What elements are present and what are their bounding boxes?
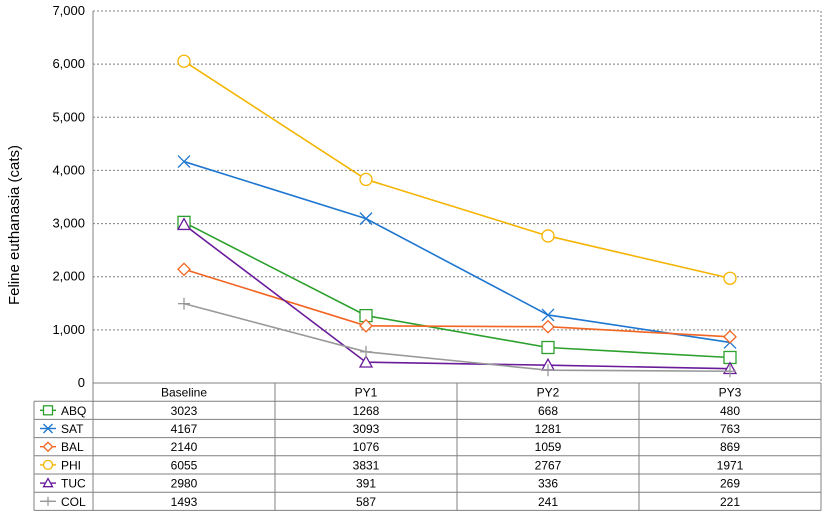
data-label-col: 221 bbox=[720, 495, 740, 509]
data-label-abq: 1268 bbox=[353, 404, 380, 418]
data-point-sat bbox=[541, 308, 555, 322]
x-tick-label: Baseline bbox=[161, 386, 207, 400]
data-label-abq: 480 bbox=[720, 404, 740, 418]
data-point-tuc bbox=[176, 217, 192, 231]
data-point-col bbox=[542, 364, 554, 377]
data-label-tuc: 269 bbox=[720, 477, 740, 491]
y-tick-label: 1,000 bbox=[52, 322, 85, 337]
data-label-abq: 3023 bbox=[171, 404, 198, 418]
series-lines bbox=[176, 54, 738, 378]
data-point-bal bbox=[541, 319, 555, 334]
data-table: Baseline PY1 PY2 PY3 ABQ 3023 1268 668 480 SAT 416… bbox=[33, 383, 822, 511]
legend-label-sat: SAT bbox=[61, 422, 84, 436]
data-label-bal: 1076 bbox=[353, 440, 380, 454]
data-label-sat: 4167 bbox=[171, 422, 198, 436]
data-label-tuc: 2980 bbox=[171, 477, 198, 491]
legend-label-phi: PHI bbox=[61, 458, 81, 472]
data-label-bal: 2140 bbox=[171, 440, 198, 454]
data-label-sat: 3093 bbox=[353, 422, 380, 436]
series-line-bal bbox=[183, 268, 731, 338]
legend-marker-sat bbox=[43, 423, 53, 434]
data-point-sat bbox=[359, 212, 373, 226]
data-label-phi: 1971 bbox=[717, 458, 744, 472]
series-line-sat bbox=[183, 160, 731, 344]
series-line-col bbox=[183, 302, 731, 373]
gridlines bbox=[92, 10, 822, 384]
y-tick-label: 4,000 bbox=[52, 162, 85, 177]
legend-marker-col bbox=[43, 496, 53, 506]
y-tick-label: 0 bbox=[78, 375, 85, 390]
legend-marker-abq bbox=[42, 405, 54, 416]
data-label-sat: 763 bbox=[720, 422, 740, 436]
data-point-col bbox=[178, 297, 190, 310]
data-point-col bbox=[724, 365, 736, 378]
x-tick-label: PY3 bbox=[719, 386, 742, 400]
data-label-tuc: 336 bbox=[538, 477, 558, 491]
data-label-bal: 1059 bbox=[535, 440, 562, 454]
legend-marker-bal bbox=[42, 441, 54, 453]
data-label-col: 587 bbox=[356, 495, 376, 509]
data-label-phi: 2767 bbox=[535, 458, 562, 472]
legend-marker-tuc bbox=[42, 477, 54, 488]
data-point-phi bbox=[359, 172, 373, 187]
data-label-tuc: 391 bbox=[356, 477, 376, 491]
data-point-sat bbox=[177, 155, 191, 169]
y-tick-label: 6,000 bbox=[52, 56, 85, 71]
data-label-col: 241 bbox=[538, 495, 558, 509]
data-label-sat: 1281 bbox=[535, 422, 562, 436]
x-tick-label: PY2 bbox=[537, 386, 560, 400]
y-tick-label: 2,000 bbox=[52, 269, 85, 284]
y-axis-label: Feline euthanasia (cats) bbox=[6, 145, 23, 305]
data-point-phi bbox=[723, 271, 737, 285]
series-line-phi bbox=[183, 60, 731, 280]
data-label-abq: 668 bbox=[538, 404, 558, 418]
data-point-col bbox=[360, 345, 372, 358]
y-tick-label: 5,000 bbox=[52, 109, 85, 124]
data-point-phi bbox=[177, 54, 191, 68]
data-label-col: 1493 bbox=[171, 495, 198, 509]
data-point-bal bbox=[723, 329, 737, 344]
legend-label-bal: BAL bbox=[61, 440, 84, 454]
legend-label-abq: ABQ bbox=[61, 404, 86, 418]
data-label-bal: 869 bbox=[720, 440, 740, 454]
x-tick-label: PY1 bbox=[355, 386, 378, 400]
legend-label-tuc: TUC bbox=[61, 477, 86, 491]
series-line-abq bbox=[183, 221, 731, 359]
data-point-phi bbox=[541, 229, 555, 243]
y-tick-label: 3,000 bbox=[52, 216, 85, 231]
series-line-tuc bbox=[183, 223, 731, 370]
y-tick-label: 7,000 bbox=[52, 3, 85, 18]
legend-marker-phi bbox=[42, 459, 54, 471]
data-point-bal bbox=[359, 318, 373, 333]
data-label-phi: 3831 bbox=[353, 458, 380, 472]
y-axis-ticks: 0 1,000 2,000 3,000 4,000 5,000 6,000 7,000 bbox=[52, 3, 85, 390]
data-label-phi: 6055 bbox=[171, 458, 198, 472]
data-point-bal bbox=[177, 262, 191, 277]
legend-label-col: COL bbox=[61, 495, 86, 509]
data-point-tuc bbox=[358, 354, 374, 368]
data-point-abq bbox=[541, 340, 555, 355]
